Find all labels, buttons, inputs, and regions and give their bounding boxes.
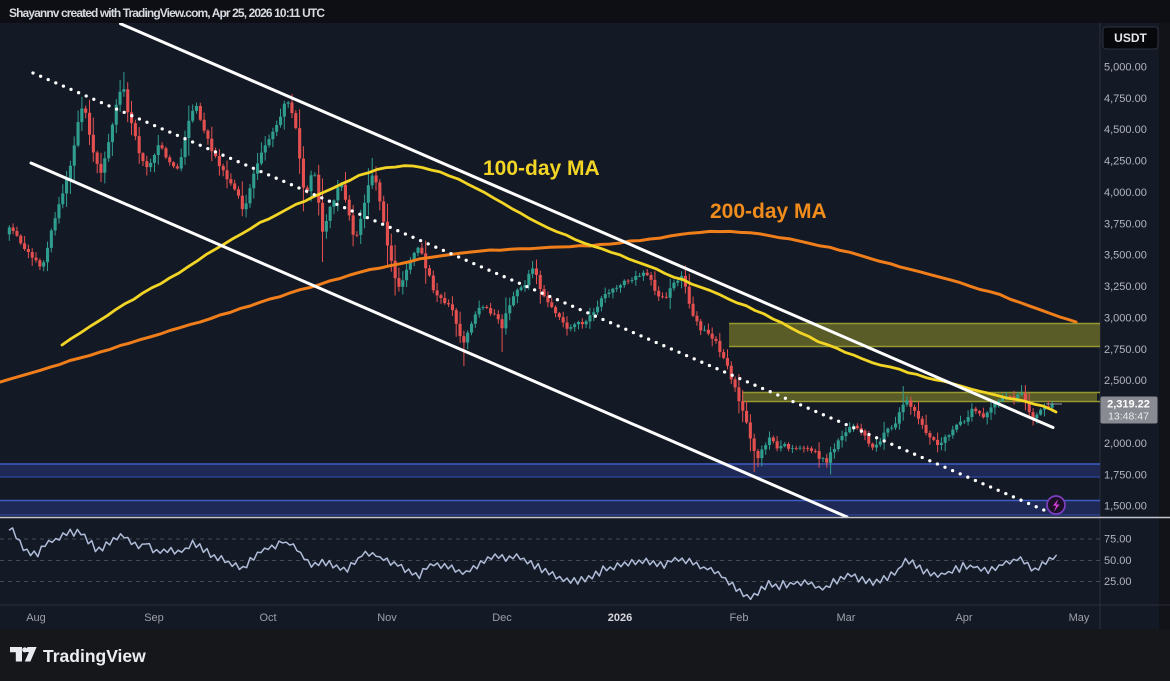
- svg-text:2026: 2026: [608, 612, 632, 624]
- svg-text:Mar: Mar: [837, 612, 856, 624]
- svg-text:5,000.00: 5,000.00: [1104, 62, 1147, 74]
- svg-text:4,750.00: 4,750.00: [1104, 93, 1147, 105]
- svg-text:Oct: Oct: [259, 612, 276, 624]
- svg-text:Shayannv created with TradingV: Shayannv created with TradingView.com, A…: [9, 6, 325, 20]
- svg-text:3,750.00: 3,750.00: [1104, 218, 1147, 230]
- svg-text:3,000.00: 3,000.00: [1104, 312, 1147, 324]
- svg-text:TradingView: TradingView: [43, 646, 146, 666]
- svg-text:Sep: Sep: [144, 612, 164, 624]
- svg-text:Nov: Nov: [377, 612, 397, 624]
- svg-text:Aug: Aug: [26, 612, 46, 624]
- svg-text:4,000.00: 4,000.00: [1104, 187, 1147, 199]
- svg-text:75.00: 75.00: [1104, 534, 1132, 546]
- svg-text:1,750.00: 1,750.00: [1104, 469, 1147, 481]
- svg-text:Apr: Apr: [955, 612, 972, 624]
- svg-text:4,250.00: 4,250.00: [1104, 156, 1147, 168]
- svg-text:May: May: [1069, 612, 1090, 624]
- svg-text:2,500.00: 2,500.00: [1104, 375, 1147, 387]
- svg-text:100-day MA: 100-day MA: [483, 157, 600, 180]
- svg-text:2,750.00: 2,750.00: [1104, 344, 1147, 356]
- svg-text:Dec: Dec: [492, 612, 512, 624]
- svg-text:200-day MA: 200-day MA: [710, 200, 827, 223]
- svg-text:2,319.22: 2,319.22: [1107, 399, 1150, 411]
- svg-text:25.00: 25.00: [1104, 576, 1132, 588]
- svg-text:Feb: Feb: [730, 612, 749, 624]
- svg-text:13:48:47: 13:48:47: [1108, 411, 1149, 423]
- svg-text:2,000.00: 2,000.00: [1104, 438, 1147, 450]
- svg-text:3,500.00: 3,500.00: [1104, 250, 1147, 262]
- svg-text:USDT: USDT: [1114, 31, 1147, 45]
- svg-text:4,500.00: 4,500.00: [1104, 124, 1147, 136]
- svg-text:3,250.00: 3,250.00: [1104, 281, 1147, 293]
- svg-text:50.00: 50.00: [1104, 555, 1132, 567]
- svg-text:1,500.00: 1,500.00: [1104, 501, 1147, 513]
